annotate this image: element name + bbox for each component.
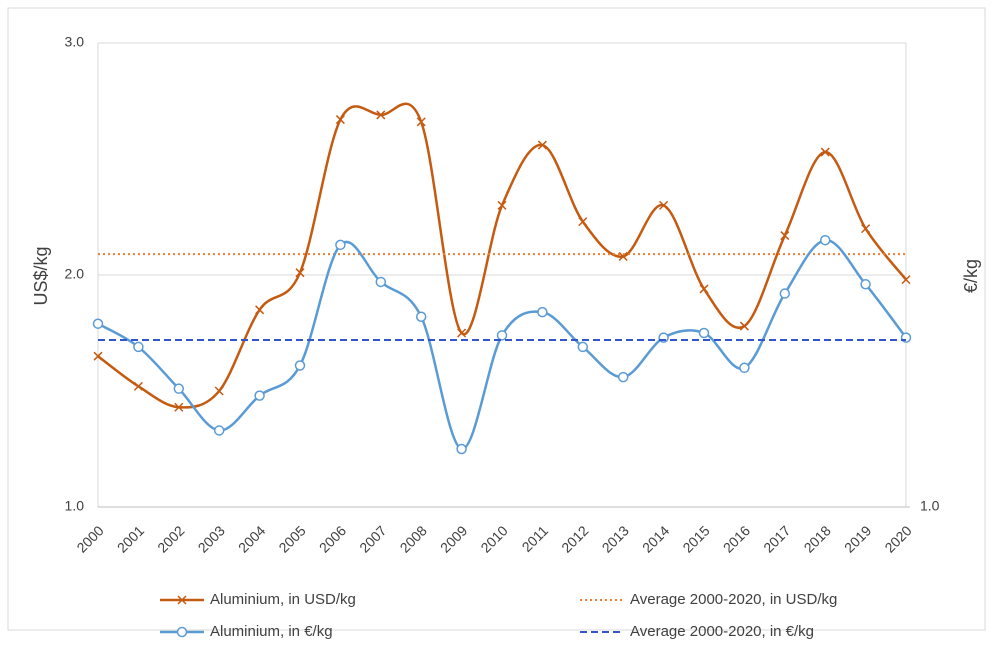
y-tick-label: 3.0	[65, 34, 85, 50]
data-point	[294, 360, 306, 371]
data-point	[860, 279, 871, 290]
data-point	[255, 305, 265, 315]
data-point	[375, 276, 387, 288]
series-line	[97, 238, 907, 451]
data-point	[133, 341, 144, 353]
data-point	[92, 318, 104, 329]
data-point	[335, 239, 346, 251]
y-tick-label: 2.0	[65, 266, 85, 282]
data-point	[739, 321, 749, 331]
data-point	[496, 330, 508, 341]
y2-tick-label: 1.0	[920, 498, 940, 514]
data-point	[618, 251, 628, 261]
chart-frame	[7, 7, 986, 631]
data-point	[739, 362, 750, 374]
legend-label: Average 2000-2020, in USD/kg	[630, 591, 837, 608]
legend-label: Aluminium, in USD/kg	[210, 591, 356, 608]
y-tick-label: 1.0	[65, 498, 85, 514]
data-point	[699, 284, 709, 294]
data-point	[901, 275, 911, 285]
data-point	[537, 306, 548, 318]
data-point	[93, 351, 103, 361]
legend-marker	[176, 626, 188, 638]
data-point	[254, 390, 265, 401]
data-point	[213, 425, 225, 436]
data-point	[415, 311, 427, 323]
data-point	[295, 268, 305, 278]
data-point	[376, 110, 386, 120]
data-point	[174, 402, 184, 412]
data-point	[659, 200, 669, 210]
legend-label: Aluminium, in €/kg	[210, 623, 333, 640]
data-point	[416, 117, 426, 127]
y-axis-title: US$/kg	[31, 246, 51, 305]
data-point	[537, 140, 547, 150]
legend-marker	[177, 595, 187, 605]
data-point	[497, 200, 507, 210]
data-point	[457, 328, 467, 338]
data-point	[617, 371, 629, 383]
data-point	[335, 115, 345, 125]
data-point	[173, 383, 185, 394]
data-point	[577, 341, 589, 353]
data-point	[819, 234, 831, 246]
data-point	[780, 231, 790, 241]
data-point	[820, 147, 830, 157]
series-line	[97, 102, 907, 409]
data-point	[698, 327, 710, 339]
y2-axis-title: €/kg	[961, 259, 981, 293]
data-point	[214, 386, 224, 396]
data-point	[779, 288, 791, 299]
data-point	[133, 381, 143, 391]
legend-label: Average 2000-2020, in €/kg	[630, 623, 814, 640]
data-point	[861, 224, 871, 234]
data-point	[578, 217, 588, 227]
data-point	[456, 443, 467, 455]
